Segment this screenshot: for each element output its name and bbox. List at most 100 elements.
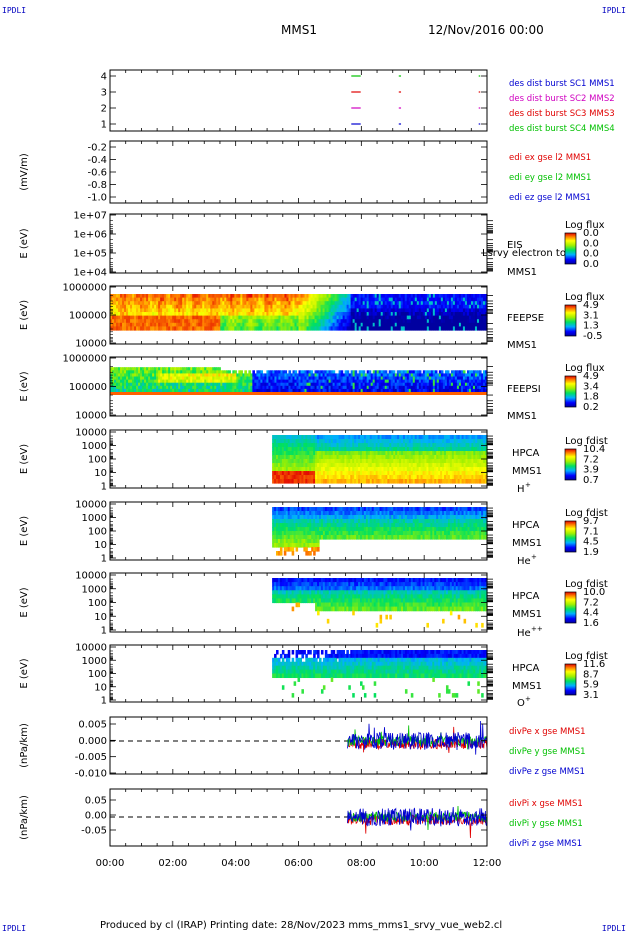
legend-entry: des dist burst SC3 MMS3 xyxy=(509,109,615,119)
species-label: O xyxy=(517,698,525,709)
y-axis-label: E (eV) xyxy=(19,444,30,474)
y-tick-label: 1000 xyxy=(82,441,107,452)
colorbar-tick-label: 0.0 xyxy=(583,238,599,249)
panel-hpca-he2-data xyxy=(272,578,488,628)
panel-hpca-o: 10000 1000 100 10 1 E (eV) HPCA MMS1 O + Log fdist… xyxy=(19,643,608,710)
y-tick-label: 1 xyxy=(101,554,107,565)
y-tick-label: 100 xyxy=(88,669,107,680)
colorbar-tick-label: 1.3 xyxy=(583,321,599,332)
y-tick-label: 10000 xyxy=(75,643,107,654)
y-tick-label: -0.05 xyxy=(81,826,107,837)
colorbar-tick-label: 1.6 xyxy=(583,618,599,629)
y-tick-label: -0.4 xyxy=(87,155,107,166)
legend-entry: divPe z gse MMS1 xyxy=(509,767,585,777)
y-axis-label: E (eV) xyxy=(19,658,30,688)
legend-entry: edi ey gse l2 MMS1 xyxy=(509,173,591,183)
legend-entry: divPe y gse MMS1 xyxy=(509,747,586,757)
panel-divpe-data xyxy=(110,720,488,755)
spacecraft-label: MMS1 xyxy=(512,538,542,549)
overlay-text: Lsrvy electron to xyxy=(482,248,566,259)
species-label: He xyxy=(517,556,531,567)
colorbar-title: Log flux xyxy=(565,363,605,374)
colorbar-title: Log flux xyxy=(565,220,605,231)
colorbar-tick-label: 3.1 xyxy=(583,310,599,321)
panel-frame xyxy=(109,69,488,132)
y-tick-label: -0.010 xyxy=(75,769,107,780)
species-charge-label: + xyxy=(525,695,531,703)
series-line xyxy=(347,813,488,839)
colorbar-tick-label: 4.9 xyxy=(583,300,599,311)
panel-hpca-o-data xyxy=(272,650,488,698)
y-tick-label: -0.8 xyxy=(87,180,107,191)
y-axis-label: E (eV) xyxy=(19,300,30,330)
colorbar-tick-label: 7.2 xyxy=(583,454,599,465)
panel-eis: 1e+07 1e+06 1e+05 1e+04 E (eV) EIS MMS1 Lsrvy e… xyxy=(19,211,605,279)
y-tick-label: 1000 xyxy=(82,513,107,524)
y-tick-label: 100 xyxy=(88,598,107,609)
y-tick-label: 1 xyxy=(101,696,107,707)
corner-label-top-left: IPDLI xyxy=(2,6,27,15)
y-tick-label: 10000 xyxy=(75,428,107,439)
colorbar xyxy=(564,663,577,696)
y-tick-label: -1.0 xyxy=(87,193,107,204)
panel-divpi: 0.05 0.00 -0.05 (nPa/km) divPi x gse MMS1 div… xyxy=(19,788,583,849)
y-tick-label: 1e+06 xyxy=(73,230,107,241)
header-datetime: 12/Nov/2016 00:00 xyxy=(428,23,544,37)
panel-frame xyxy=(109,140,488,204)
series-line xyxy=(347,720,488,755)
instrument-label: HPCA xyxy=(512,520,540,531)
y-tick-label: -0.005 xyxy=(75,752,107,763)
colorbar xyxy=(564,591,577,624)
colorbar-tick-label: 3.1 xyxy=(583,690,599,701)
x-tick-label: 12:00 xyxy=(473,858,502,869)
y-tick-label: 10000 xyxy=(75,500,107,511)
colorbar xyxy=(564,232,577,265)
y-axis-label: E (eV) xyxy=(19,587,30,617)
colorbar-tick-label: 3.9 xyxy=(583,465,599,476)
legend-entry: divPi y gse MMS1 xyxy=(509,819,583,829)
legend-entry: edi ex gse l2 MMS1 xyxy=(509,153,591,163)
panel-hpca-h: 10000 1000 100 10 1 E (eV) HPCA MMS1 H + Log fdist… xyxy=(19,428,608,496)
colorbar xyxy=(564,304,577,337)
colorbar-tick-label: 8.7 xyxy=(583,669,599,680)
colorbar-tick-label: 4.4 xyxy=(583,608,599,619)
y-tick-label: 1e+07 xyxy=(73,211,107,222)
species-label: H xyxy=(517,484,525,495)
y-tick-label: 2 xyxy=(101,104,107,115)
y-tick-label: 100 xyxy=(88,455,107,466)
y-axis-label: (nPa/km) xyxy=(19,723,30,768)
y-tick-label: 0.00 xyxy=(85,811,107,822)
y-tick-label: 3 xyxy=(101,88,107,99)
species-charge-label: + xyxy=(525,481,531,489)
panel-burst-data xyxy=(351,75,481,125)
y-axis-label: E (eV) xyxy=(19,516,30,546)
spacecraft-label: MMS1 xyxy=(512,609,542,620)
legend-entry: edi ez gse l2 MMS1 xyxy=(509,193,591,203)
panel-hpca-he-data xyxy=(272,507,488,556)
x-tick-label: 08:00 xyxy=(347,858,376,869)
y-tick-label: 10000 xyxy=(75,571,107,582)
y-tick-label: 0.000 xyxy=(78,736,107,747)
y-axis-label: E (eV) xyxy=(19,228,30,258)
y-tick-label: 1 xyxy=(101,120,107,131)
colorbar-tick-label: 11.6 xyxy=(583,659,605,670)
species-charge-label: + xyxy=(531,553,537,561)
y-tick-label: 100000 xyxy=(69,311,107,322)
panel-burst: 4 3 2 1 des dist burst SC1 MMS1 des dist burs… xyxy=(101,69,615,134)
colorbar-title: Log fdist xyxy=(565,436,608,447)
y-tick-label: 100 xyxy=(88,527,107,538)
y-tick-label: 1 xyxy=(101,626,107,637)
colorbar-tick-label: 5.9 xyxy=(583,680,599,691)
colorbar-tick-label: -0.5 xyxy=(583,331,603,342)
colorbar-tick-label: 1.8 xyxy=(583,392,599,403)
panel-hpca-he: 10000 1000 100 10 1 E (eV) HPCA MMS1 He + Log fdis… xyxy=(19,500,608,568)
colorbar-tick-label: 10.0 xyxy=(583,587,605,598)
instrument-label: HPCA xyxy=(512,448,540,459)
spacecraft-label: MMS1 xyxy=(507,411,537,422)
colorbar xyxy=(564,375,577,408)
panel-edi: -0.2-0.4 -0.6-0.8 -1.0 (mV/m) edi ex gse l2 … xyxy=(19,140,591,204)
series-line xyxy=(347,806,488,831)
y-tick-label: 100000 xyxy=(69,382,107,393)
y-tick-label: 1000 xyxy=(82,656,107,667)
